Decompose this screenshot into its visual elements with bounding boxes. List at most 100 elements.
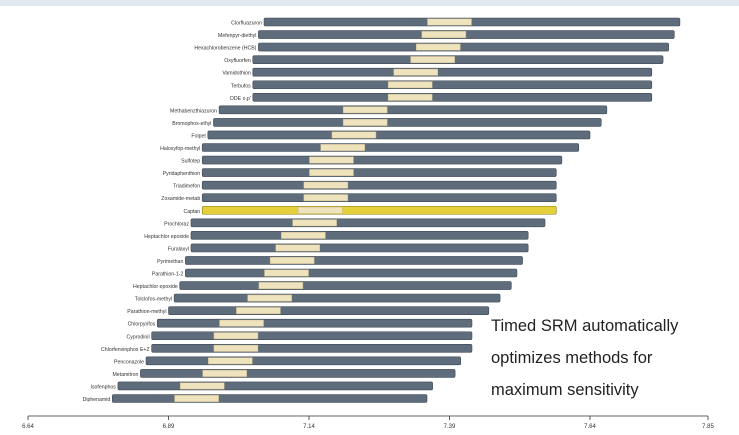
srm-window-bar xyxy=(168,306,490,315)
compound-label: Oxyfluorfen xyxy=(224,58,251,64)
retention-window xyxy=(179,382,225,390)
caption-line-3: maximum sensitivity xyxy=(491,381,639,399)
x-tick-label: 7.64 xyxy=(584,424,596,430)
retention-window xyxy=(342,106,388,114)
srm-window-bar xyxy=(201,168,557,177)
compound-label: Cyprodinil xyxy=(127,334,150,340)
x-tick-label: 7.85 xyxy=(702,424,714,430)
x-tick-label: 6.64 xyxy=(22,424,34,430)
retention-window xyxy=(281,231,326,239)
retention-window xyxy=(410,56,455,64)
compound-label: Prochloraz xyxy=(164,221,189,227)
compound-label: Chlorfenvinphos E+Z xyxy=(101,347,150,353)
compound-label: Chlorpyrifos xyxy=(128,322,156,328)
srm-window-bar xyxy=(185,256,523,265)
srm-window-bar xyxy=(201,193,557,202)
compound-label: Parathion-1-2 xyxy=(152,272,184,278)
compound-label: Triadimefon xyxy=(173,184,200,190)
srm-window-bar xyxy=(258,42,669,52)
srm-window-bar xyxy=(201,143,580,152)
compound-label: Pyridaphenthion xyxy=(163,171,201,177)
srm-window-bar xyxy=(151,331,473,341)
retention-window xyxy=(387,81,433,89)
retention-window xyxy=(213,332,259,340)
compound-label: Metamitron xyxy=(112,372,138,378)
retention-window xyxy=(219,319,264,327)
srm-window-bar xyxy=(213,118,602,127)
compound-label: Heptachlor epoxide xyxy=(133,284,178,290)
retention-window xyxy=(309,156,354,164)
retention-window xyxy=(247,294,292,302)
x-tick-label: 6.89 xyxy=(163,424,175,430)
srm-window-bar xyxy=(145,356,462,366)
compound-label: Diphenamid xyxy=(83,397,111,403)
retention-window xyxy=(258,282,304,290)
compound-label: DDE o,p' xyxy=(230,96,251,102)
compound-label: Parathion-methyl xyxy=(127,309,166,315)
retention-window xyxy=(208,357,253,365)
top-border xyxy=(0,0,739,6)
srm-window-bar xyxy=(190,218,546,228)
srm-window-bar xyxy=(263,17,681,27)
srm-window-bar xyxy=(190,243,529,253)
retention-window xyxy=(387,93,433,101)
srm-window-bar xyxy=(201,180,557,190)
srm-window-bar xyxy=(201,155,563,165)
srm-window-bar xyxy=(185,268,518,278)
compound-label: Captan xyxy=(183,209,200,215)
retention-window xyxy=(269,257,315,264)
retention-window xyxy=(331,131,377,139)
caption-line-1: Timed SRM automatically xyxy=(491,317,679,335)
retention-window xyxy=(174,395,219,402)
srm-window-bar xyxy=(252,80,653,90)
retention-window xyxy=(303,181,349,189)
srm-window-bar xyxy=(190,231,529,240)
srm-window-bar xyxy=(173,293,501,303)
compound-label: Heptachlor epoxide xyxy=(144,234,189,240)
retention-window xyxy=(309,169,354,177)
retention-window xyxy=(427,18,472,26)
retention-window xyxy=(415,43,461,51)
compound-label: Penconazole xyxy=(114,359,144,365)
retention-window xyxy=(264,269,309,277)
srm-window-bar xyxy=(117,381,433,391)
compound-label: Haloxyfop-methyl xyxy=(160,146,200,152)
retention-window xyxy=(303,194,349,202)
retention-window xyxy=(421,31,467,39)
compound-label: Sulfotep xyxy=(181,159,200,165)
retention-window xyxy=(297,206,343,214)
compound-label: Zoxamide-metab xyxy=(161,196,200,202)
srm-window-bar xyxy=(111,394,428,403)
retention-window xyxy=(275,244,321,252)
compound-label: Folpet xyxy=(191,133,206,139)
srm-window-bar xyxy=(151,343,473,353)
retention-window xyxy=(342,118,388,126)
compound-label: Furalaxyl xyxy=(168,246,189,252)
compound-label: Tolclofos-methyl xyxy=(135,297,172,303)
srm-window-bar xyxy=(156,318,473,328)
compound-label: Hexachlorobenzene (HCB) xyxy=(194,46,256,52)
retention-window xyxy=(213,344,259,352)
srm-window-bar xyxy=(140,369,456,378)
compound-label: Clorfluazuron xyxy=(231,21,262,27)
caption-line-2: optimizes methods for xyxy=(491,349,653,367)
compound-label: Bromophos-ethyl xyxy=(172,121,211,127)
compound-label: Terbufos xyxy=(231,83,251,89)
srm-window-bar xyxy=(179,281,512,290)
x-tick-label: 7.14 xyxy=(303,424,315,430)
retention-window xyxy=(236,307,281,315)
srm-window-bar xyxy=(201,205,557,215)
retention-window xyxy=(292,219,337,227)
srm-window-bar xyxy=(218,105,608,115)
compound-label: Isofenphos xyxy=(91,384,117,390)
srm-window-bar xyxy=(258,30,675,39)
x-tick-label: 7.39 xyxy=(444,424,456,430)
retention-window xyxy=(320,144,365,151)
srm-window-bar xyxy=(252,67,653,77)
srm-window-bar xyxy=(252,93,653,102)
srm-window-bar xyxy=(207,130,591,140)
srm-window-bar xyxy=(252,55,664,64)
compound-label: Pyrimethan xyxy=(157,259,183,265)
